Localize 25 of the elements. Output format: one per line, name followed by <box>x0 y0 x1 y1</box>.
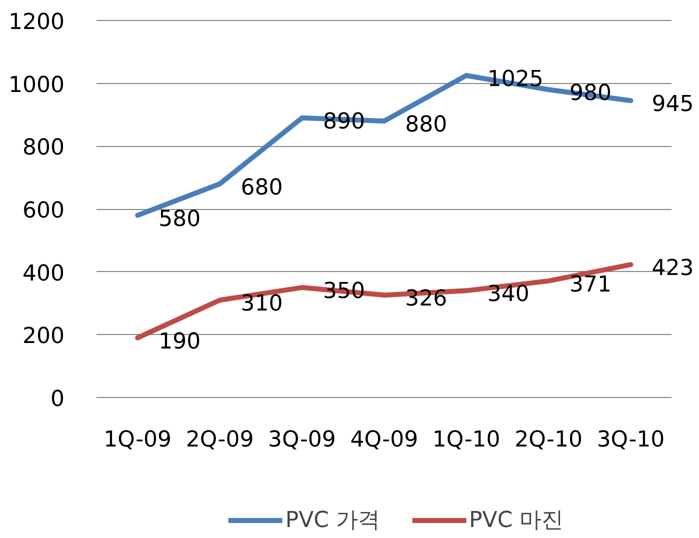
legend-label: PVC 가격 <box>285 507 380 535</box>
data-label: 423 <box>652 256 694 282</box>
data-label: 371 <box>570 272 612 298</box>
y-tick-label: 200 <box>22 324 65 350</box>
data-label: 680 <box>240 175 283 200</box>
y-tick-label: 800 <box>22 136 65 161</box>
legend-label: PVC 마진 <box>469 507 564 535</box>
y-tick-label: 1000 <box>8 72 65 98</box>
data-label: 580 <box>158 206 201 232</box>
x-tick-label: 1Q-10 <box>432 428 500 452</box>
x-tick-label: 2Q-10 <box>514 428 582 452</box>
y-tick-label: 400 <box>22 261 65 286</box>
x-tick-label: 3Q-10 <box>596 428 665 452</box>
data-label: 190 <box>158 329 201 354</box>
x-tick-label: 4Q-09 <box>350 428 418 452</box>
x-tick-label: 3Q-09 <box>268 428 336 452</box>
data-label: 310 <box>240 292 283 317</box>
y-tick-label: 0 <box>50 387 65 412</box>
y-tick-label: 600 <box>22 198 65 224</box>
data-label: 945 <box>652 92 694 118</box>
data-label: 880 <box>405 112 448 138</box>
x-tick-label: 1Q-09 <box>104 428 172 452</box>
data-label: 340 <box>487 282 530 308</box>
y-tick-label: 1200 <box>8 10 65 35</box>
x-tick-label: 2Q-09 <box>186 428 254 452</box>
